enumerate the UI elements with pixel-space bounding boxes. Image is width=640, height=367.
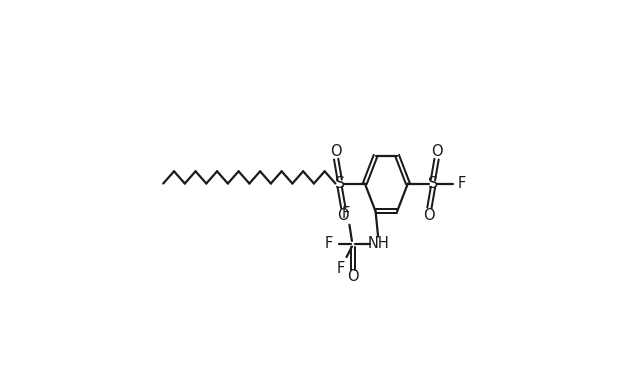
Text: O: O [431,145,442,159]
Text: O: O [347,269,359,284]
Text: O: O [330,145,342,159]
Text: S: S [428,176,438,191]
Text: S: S [335,176,345,191]
Text: NH: NH [367,236,389,251]
Text: O: O [424,208,435,222]
Text: F: F [458,176,466,191]
Text: F: F [337,261,346,276]
Text: F: F [325,236,333,251]
Text: F: F [342,207,350,221]
Text: O: O [337,208,349,222]
